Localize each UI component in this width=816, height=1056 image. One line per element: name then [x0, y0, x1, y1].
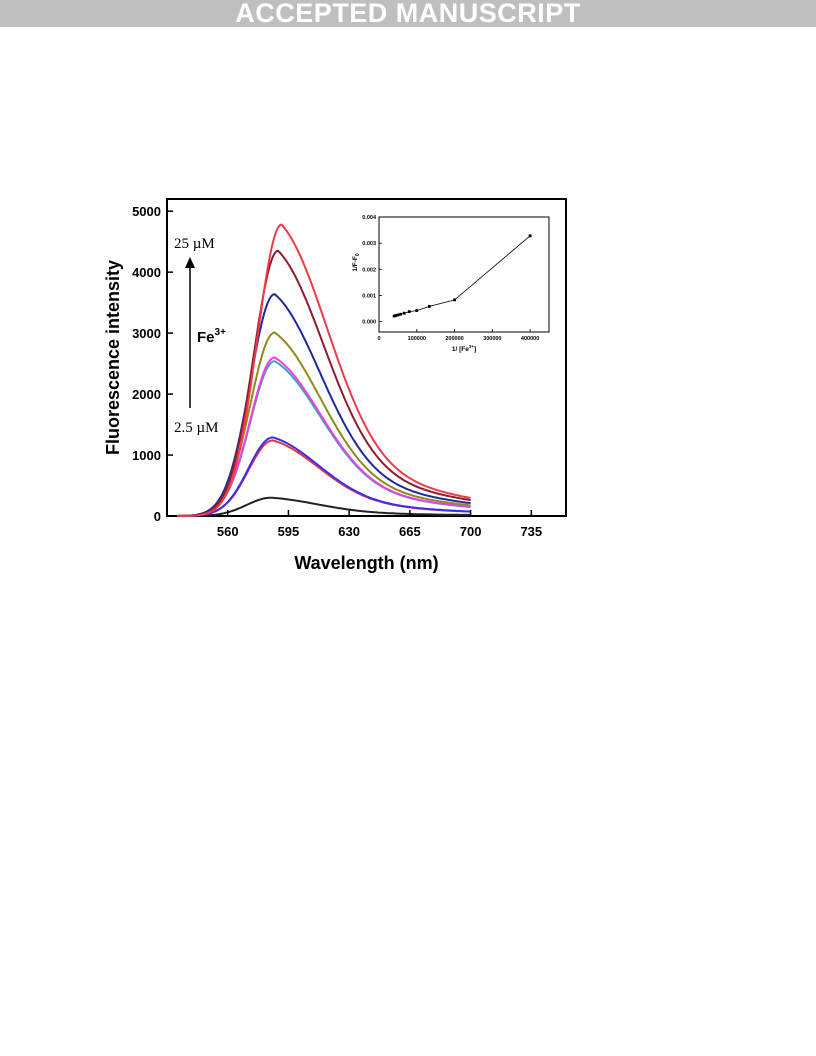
inset-data-point-8	[453, 298, 456, 302]
x-axis-title: Wavelength (nm)	[294, 553, 438, 573]
y-tick-label-0: 0	[154, 509, 161, 524]
inset-y-tick-label-0: 0.000	[362, 320, 376, 326]
x-tick-label-1: 595	[278, 524, 300, 539]
iron-ion-charge: 3+	[215, 327, 227, 338]
inset-data-point-9	[528, 234, 532, 238]
accepted-manuscript-banner: ACCEPTED MANUSCRIPT	[0, 0, 816, 27]
inset-y-tick-label-4: 0.004	[362, 215, 377, 221]
fluorescence-chart: 560 595 630 665 700 735 0 1000 2000 3000 4000 5000 W…	[103, 198, 567, 573]
x-tick-label-2: 630	[338, 524, 360, 539]
inset-x-tick-label-1: 100000	[408, 336, 426, 342]
spectrum-line-9	[177, 223, 471, 517]
plot-frame	[166, 198, 567, 517]
spectrum-line-1	[177, 496, 471, 517]
inset-data-point-4	[402, 311, 406, 315]
inset-data-point-2	[396, 313, 400, 317]
inset-data-point-0	[392, 314, 396, 318]
x-tick-label-0: 560	[217, 524, 239, 539]
spectrum-line-4	[177, 360, 471, 517]
y-tick-label-5: 5000	[132, 204, 161, 219]
inset-x-title-part-1: 3+	[469, 344, 475, 349]
y-tick-label-3: 3000	[132, 326, 161, 341]
inset-y-title-base: 1/F-F	[352, 256, 359, 272]
inset-x-axis-title: 1/ [Fe3+]	[452, 344, 476, 353]
spectrum-line-3	[177, 436, 471, 517]
y-tick-label-2: 2000	[132, 387, 161, 402]
spectrum-line-8	[177, 249, 471, 517]
inset-y-tick-label-1: 0.001	[362, 293, 376, 299]
inset-data-point-6	[415, 309, 419, 312]
increase-arrow-head	[185, 257, 195, 268]
x-tick-label-5: 735	[520, 524, 542, 539]
spectrum-line-6	[177, 331, 471, 517]
inset-data-point-5	[407, 310, 411, 314]
inset-x-tick-label-2: 200000	[445, 336, 463, 342]
inset-data-point-3	[399, 312, 402, 316]
banner-text: ACCEPTED MANUSCRIPT	[235, 0, 581, 28]
x-tick-label-4: 700	[460, 524, 482, 539]
inset-y-tick-label-2: 0.002	[362, 267, 376, 273]
spectrum-line-7	[177, 292, 471, 517]
inset-plot: 0 100000 200000 300000 400000 0.000 0.001 0.002…	[352, 215, 550, 353]
inset-y-tick-label-3: 0.003	[362, 241, 376, 247]
y-tick-label-4: 4000	[132, 265, 161, 280]
iron-ion-label: Fe3+	[197, 327, 226, 346]
inset-y-title-sub: 0	[355, 253, 361, 256]
inset-x-tick-label-3: 300000	[483, 336, 501, 342]
bottom-concentration-label: 2.5 µM	[174, 420, 218, 436]
fluorescence-figure: 560 595 630 665 700 735 0 1000 2000 3000 4000 5000 W…	[96, 186, 570, 576]
iron-ion-symbol: Fe	[197, 329, 215, 346]
inset-data-point-1	[394, 314, 398, 317]
y-tick-label-1: 1000	[132, 448, 161, 463]
y-axis-title: Fluorescence intensity	[103, 260, 123, 455]
top-concentration-label: 25 µM	[174, 236, 215, 252]
inset-data-point-7	[427, 304, 431, 308]
inset-x-tick-label-4: 400000	[521, 336, 539, 342]
inset-x-title-part-0: 1/ [Fe	[452, 346, 469, 353]
spectra-group	[177, 223, 471, 517]
x-tick-label-3: 665	[399, 524, 421, 539]
inset-x-tick-label-0: 0	[377, 336, 380, 342]
inset-frame	[378, 216, 550, 333]
inset-y-axis-title: 1/F-F0	[352, 253, 361, 272]
inset-x-title-part-2: ]	[474, 346, 476, 353]
